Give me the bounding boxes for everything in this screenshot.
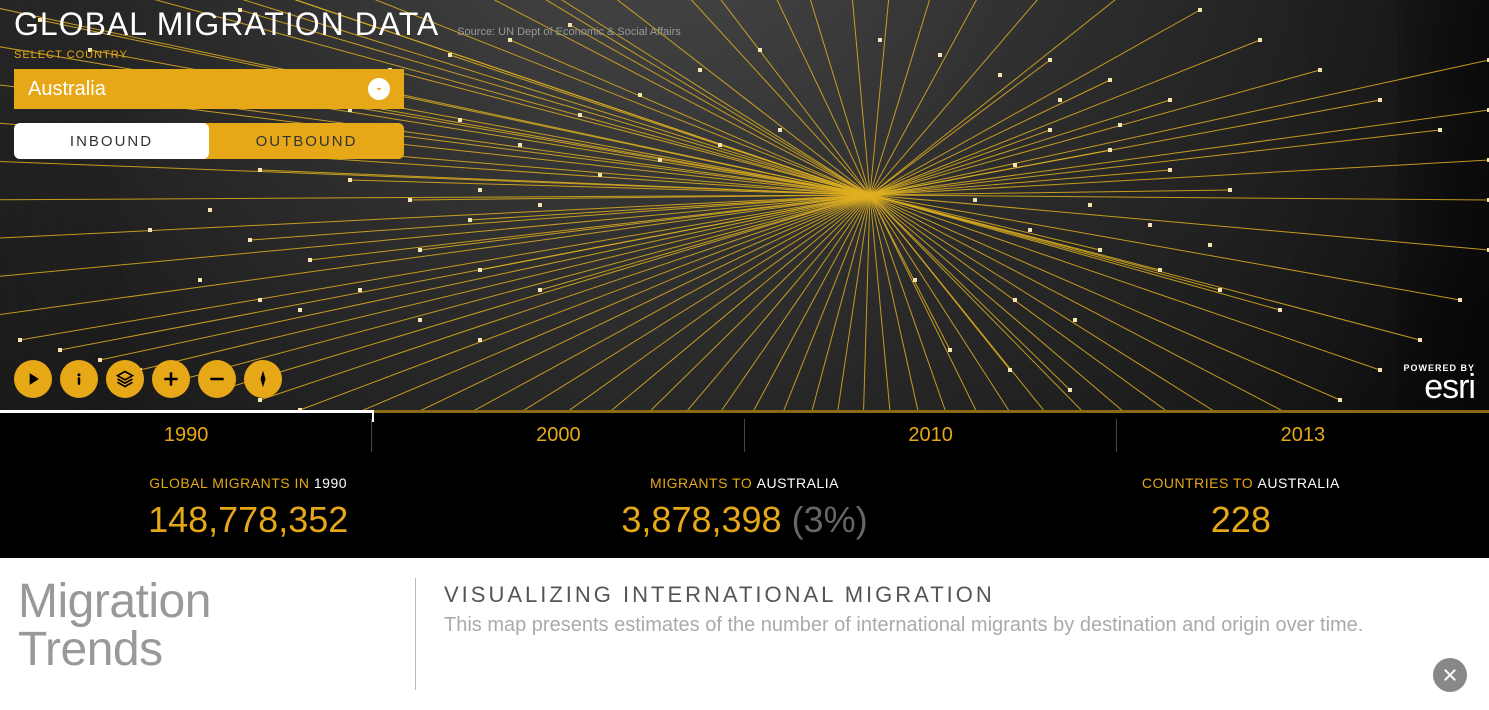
country-dropdown[interactable]: Australia <box>14 69 404 109</box>
esri-logo: esri <box>1403 373 1475 402</box>
panel-body: This map presents estimates of the numbe… <box>444 612 1424 639</box>
select-country-label: SELECT COUNTRY <box>14 49 681 61</box>
stat-countries-to: COUNTRIES TO AUSTRALIA 228 <box>993 458 1489 558</box>
esri-badge: POWERED BY esri <box>1403 363 1475 402</box>
page-title: GLOBAL MIGRATION DATA <box>14 6 439 43</box>
year-2000[interactable]: 2000 <box>372 413 744 458</box>
panel-title-line2: Trends <box>18 626 397 674</box>
stat-migrants-to: MIGRANTS TO AUSTRALIA 3,878,398 (3%) <box>496 458 992 558</box>
compass-button[interactable] <box>244 360 282 398</box>
panel-heading: VISUALIZING INTERNATIONAL MIGRATION <box>444 582 1461 608</box>
timeline[interactable]: 1990 2000 2010 2013 <box>0 410 1489 458</box>
map-area[interactable]: GLOBAL MIGRATION DATA Source: UN Dept of… <box>0 0 1489 410</box>
stat-global-migrants: GLOBAL MIGRANTS IN 1990 148,778,352 <box>0 458 496 558</box>
source-label: Source: UN Dept of Economic & Social Aff… <box>457 26 681 38</box>
direction-toggle: INBOUND OUTBOUND <box>14 123 404 159</box>
map-controls <box>14 360 282 398</box>
zoom-in-button[interactable] <box>152 360 190 398</box>
year-1990[interactable]: 1990 <box>0 413 372 458</box>
country-selected: Australia <box>28 78 106 101</box>
panel-title-line1: Migration <box>18 578 397 626</box>
info-panel: Migration Trends VISUALIZING INTERNATION… <box>0 558 1489 710</box>
year-2013[interactable]: 2013 <box>1117 413 1489 458</box>
close-button[interactable] <box>1433 658 1467 692</box>
stats-row: GLOBAL MIGRANTS IN 1990 148,778,352 MIGR… <box>0 458 1489 558</box>
close-icon <box>1442 667 1458 683</box>
outbound-button[interactable]: OUTBOUND <box>209 123 404 159</box>
header: GLOBAL MIGRATION DATA Source: UN Dept of… <box>14 6 681 159</box>
inbound-button[interactable]: INBOUND <box>14 123 209 159</box>
layers-button[interactable] <box>106 360 144 398</box>
info-button[interactable] <box>60 360 98 398</box>
chevron-down-icon <box>368 78 390 100</box>
year-2010[interactable]: 2010 <box>745 413 1117 458</box>
zoom-out-button[interactable] <box>198 360 236 398</box>
play-button[interactable] <box>14 360 52 398</box>
